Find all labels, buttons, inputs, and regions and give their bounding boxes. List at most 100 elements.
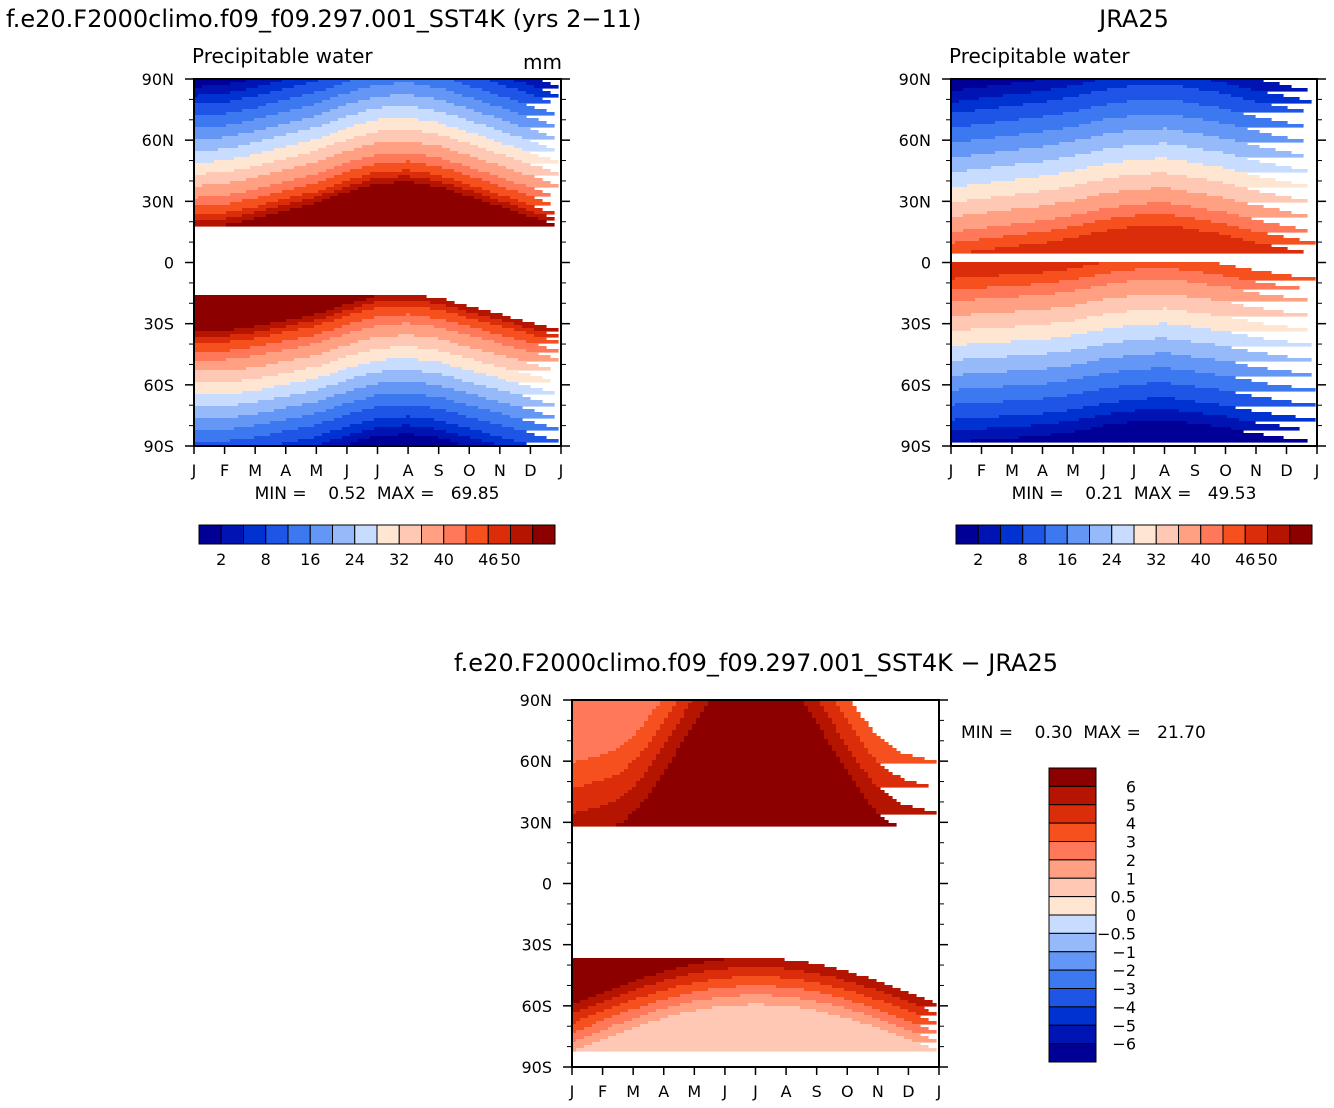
panel-obs-contour-cell xyxy=(1215,343,1312,347)
panel-model-contour-cell xyxy=(514,346,547,350)
panel-model-contour-cell xyxy=(462,193,483,197)
panel-obs-contour-cell xyxy=(951,331,1088,335)
panel-obs-contour-cell xyxy=(951,439,972,443)
panel-model-colorbar-swatch xyxy=(220,524,244,545)
panel-diff-contour-cell xyxy=(572,739,629,743)
panel-model-contour-cell xyxy=(258,187,295,191)
panel-obs-contour-cell xyxy=(1171,352,1268,356)
panel-diff-contour-cell xyxy=(668,766,845,770)
panel-model-colorbar-label: 32 xyxy=(389,550,409,569)
panel-model-colorbar-swatch xyxy=(265,524,289,545)
panel-obs-contour-cell xyxy=(967,343,1104,347)
panel-diff-contour-cell xyxy=(640,727,661,731)
panel-model-contour-cell xyxy=(526,331,547,335)
panel-model-contour-cell xyxy=(362,328,447,332)
panel-model-contour-cell xyxy=(230,82,271,86)
panel-diff-contour-cell xyxy=(640,1006,669,1010)
panel-diff-contour-cell xyxy=(596,1021,625,1025)
panel-model-contour-cell xyxy=(410,313,459,317)
panel-model-contour-cell xyxy=(310,127,347,131)
panel-diff-colorbar-label: 2 xyxy=(1126,851,1136,870)
panel-diff-contour-cell xyxy=(884,991,909,995)
panel-model-contour-cell xyxy=(238,145,287,149)
panel-obs-contour-cell xyxy=(951,199,968,203)
panel-obs-contour-cell xyxy=(1087,346,1232,350)
panel-model-contour-cell xyxy=(342,325,375,329)
panel-obs-contour-cell xyxy=(1235,154,1304,158)
panel-model-contour-cell xyxy=(454,400,499,404)
panel-diff-contour-cell xyxy=(840,736,861,740)
panel-obs-x-tick-label: A xyxy=(1159,461,1170,480)
panel-model-contour-cell xyxy=(334,154,375,158)
panel-obs-contour-cell xyxy=(963,229,1052,233)
panel-obs-y-tick-label: 60S xyxy=(900,376,931,395)
panel-model-contour-cell xyxy=(194,115,267,119)
panel-model-contour-cell xyxy=(298,346,339,350)
panel-model-contour-cell xyxy=(194,178,247,182)
panel-model-contour-cell xyxy=(290,202,315,206)
panel-diff-contour-cell xyxy=(856,757,877,761)
panel-obs-contour-cell xyxy=(1031,91,1092,95)
panel-obs-contour-cell xyxy=(1167,322,1264,326)
panel-diff-contour-cell xyxy=(912,1021,937,1025)
panel-model-contour-cell xyxy=(402,424,411,428)
panel-model-contour-cell xyxy=(434,325,471,329)
panel-model-contour-cell xyxy=(326,169,351,173)
panel-obs-contour-cell xyxy=(1227,211,1292,215)
panel-model-contour-cell xyxy=(350,184,371,188)
panel-diff-x-tick-label: J xyxy=(752,1082,758,1101)
panel-model-contour-cell xyxy=(470,85,507,89)
panel-model-contour-cell xyxy=(362,145,443,149)
panel-obs-contour-cell xyxy=(1187,295,1284,299)
panel-obs-contour-cell xyxy=(1151,172,1168,176)
panel-obs-contour-cell xyxy=(951,118,1020,122)
panel-obs-contour-cell xyxy=(951,145,1044,149)
panel-obs-contour-cell xyxy=(1211,220,1264,224)
panel-diff-contour-cell xyxy=(912,1030,937,1034)
panel-diff-contour-cell xyxy=(852,1018,881,1022)
panel-model-contour-cell xyxy=(282,190,319,194)
panel-obs-contour-cell xyxy=(1167,157,1248,161)
panel-model-x-tick-label: D xyxy=(524,461,536,480)
panel-diff-contour-cell xyxy=(824,706,841,710)
panel-diff-contour-cell xyxy=(852,1000,885,1004)
panel-obs-contour-cell xyxy=(1147,202,1172,206)
panel-model-contour-cell xyxy=(402,322,411,326)
panel-model-contour-cell xyxy=(330,196,475,200)
panel-model-contour-cell xyxy=(246,178,295,182)
panel-model-contour-cell xyxy=(194,121,243,125)
panel-obs-contour-cell xyxy=(1103,148,1204,152)
panel-model-contour-cell xyxy=(506,85,535,89)
panel-obs-contour-cell xyxy=(1239,277,1316,281)
panel-obs-contour-cell xyxy=(999,274,1096,278)
panel-obs-contour-cell xyxy=(1147,397,1176,401)
panel-model-contour-cell xyxy=(502,205,519,209)
panel-diff-contour-cell xyxy=(820,703,837,707)
panel-obs-contour-cell xyxy=(1043,115,1128,119)
panel-obs-contour-cell xyxy=(1167,127,1248,131)
panel-obs-contour-cell xyxy=(951,82,1012,86)
panel-model-contour-cell xyxy=(370,349,439,353)
panel-diff-contour-cell xyxy=(660,775,853,779)
panel-obs-contour-cell xyxy=(1119,400,1196,404)
panel-obs-contour-cell xyxy=(1099,208,1208,212)
panel-diff-contour-cell xyxy=(572,718,649,722)
panel-model-contour-cell xyxy=(206,172,271,176)
panel-obs-contour-cell xyxy=(951,223,1012,227)
panel-obs-contour-cell xyxy=(951,298,976,302)
panel-diff-contour-cell xyxy=(776,985,833,989)
panel-obs-contour-cell xyxy=(1063,97,1244,101)
panel-model-contour-cell xyxy=(458,433,491,437)
panel-diff-contour-cell xyxy=(572,1042,593,1046)
panel-model-contour-cell xyxy=(194,154,251,158)
panel-obs-contour-cell xyxy=(1199,88,1252,92)
panel-diff-contour-cell xyxy=(844,715,861,719)
panel-diff-colorbar-swatch xyxy=(1048,951,1097,971)
panel-diff-contour-cell xyxy=(628,766,649,770)
panel-obs-contour-cell xyxy=(1063,112,1244,116)
panel-diff-contour-cell xyxy=(668,997,713,1001)
panel-obs-contour-cell xyxy=(1215,358,1312,362)
panel-obs-contour-cell xyxy=(951,160,1044,164)
panel-diff-contour-cell xyxy=(708,979,805,983)
panel-obs-contour-cell xyxy=(1047,367,1152,371)
